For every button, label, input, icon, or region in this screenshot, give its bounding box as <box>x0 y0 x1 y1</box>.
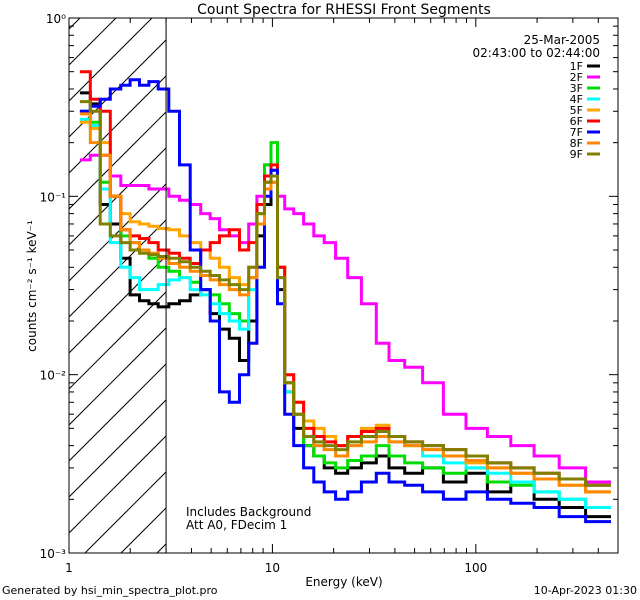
hatch-line <box>69 255 167 354</box>
series-line-7F <box>79 78 611 524</box>
annotation-attenuator: Att A0, FDecim 1 <box>186 518 287 532</box>
time-range-label: 02:43:00 to 02:44:00 <box>473 46 600 60</box>
x-tick-label: 1 <box>65 561 73 575</box>
legend-label: 6F <box>570 115 583 128</box>
legend-label: 4F <box>570 93 583 106</box>
hatch-line <box>69 399 167 498</box>
x-tick-label: 100 <box>464 561 487 575</box>
legend-label: 2F <box>570 71 583 84</box>
hatch-line <box>69 219 167 318</box>
legend-label: 5F <box>570 104 583 117</box>
legend-label: 8F <box>570 137 583 150</box>
timestamp-label: 10-Apr-2023 01:30 <box>534 584 637 597</box>
date-label: 25-Mar-2005 <box>524 33 600 47</box>
series-line-2F <box>79 153 611 484</box>
series-line-8F <box>79 112 611 494</box>
hatch-line <box>69 435 167 534</box>
y-tick-label: 10⁻³ <box>40 547 67 561</box>
x-tick-label: 10 <box>265 561 280 575</box>
y-tick-label: 10⁻¹ <box>40 190 67 204</box>
y-tick-label: 10⁻² <box>40 369 67 383</box>
y-tick-label: 10⁰ <box>46 12 66 26</box>
series-line-9F <box>79 100 611 487</box>
legend-label: 3F <box>570 82 583 95</box>
plot-frame <box>68 17 619 554</box>
x-axis-label: Energy (keV) <box>305 575 382 589</box>
hatch-line <box>69 75 167 174</box>
legend-label: 1F <box>570 60 583 73</box>
y-axis-label: counts cm⁻² s⁻¹ keV⁻¹ <box>25 220 39 352</box>
legend-label: 9F <box>570 148 583 161</box>
generated-by-label: Generated by hsi_min_spectra_plot.pro <box>2 584 218 597</box>
annotation-background: Includes Background <box>186 505 311 519</box>
legend-label: 7F <box>570 126 583 139</box>
chart-title: Count Spectra for RHESSI Front Segments <box>197 2 491 18</box>
